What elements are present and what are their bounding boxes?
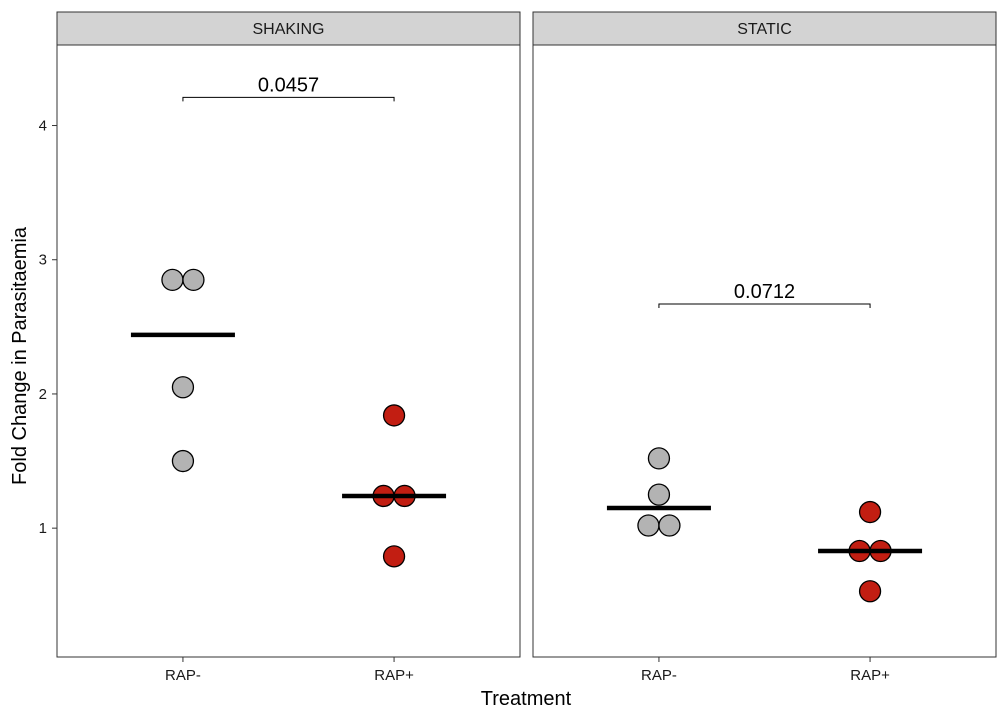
data-point-rap-minus — [647, 447, 671, 470]
data-point-rap-minus — [182, 268, 205, 292]
significance-bracket — [182, 96, 395, 102]
y-axis-title: Fold Change in Parasitaemia — [9, 226, 31, 485]
panel-shaking — [56, 44, 521, 658]
p-value-label: 0.0712 — [734, 281, 795, 303]
x-tick-label: RAP+ — [850, 667, 890, 684]
panel-static — [532, 44, 997, 658]
data-point-rap-plus — [858, 500, 882, 524]
data-point-rap-minus — [637, 514, 660, 537]
y-tick-label: 2 — [39, 386, 47, 403]
y-tick-label: 4 — [39, 118, 47, 135]
data-point-rap-minus — [658, 514, 681, 537]
data-point-rap-plus — [382, 545, 406, 568]
x-tick-label: RAP- — [641, 667, 677, 684]
data-point-rap-plus — [858, 580, 882, 603]
y-tick-label: 3 — [39, 252, 47, 269]
data-point-rap-minus — [161, 268, 184, 292]
facet-strip-static — [532, 11, 997, 46]
x-tick-label: RAP- — [165, 667, 201, 684]
facet-strip-label-shaking: SHAKING — [252, 21, 324, 38]
data-point-rap-minus — [171, 376, 195, 399]
x-tick-label: RAP+ — [374, 667, 414, 684]
data-point-rap-minus — [647, 483, 671, 506]
data-point-rap-minus — [171, 449, 195, 473]
facet-strip-shaking — [56, 11, 521, 46]
data-point-rap-plus — [382, 404, 406, 427]
significance-bracket — [658, 303, 871, 309]
x-axis-title: Treatment — [481, 688, 572, 710]
facet-strip-label-static: STATIC — [737, 21, 792, 38]
y-tick-label: 1 — [39, 520, 47, 537]
p-value-label: 0.0457 — [258, 74, 319, 96]
